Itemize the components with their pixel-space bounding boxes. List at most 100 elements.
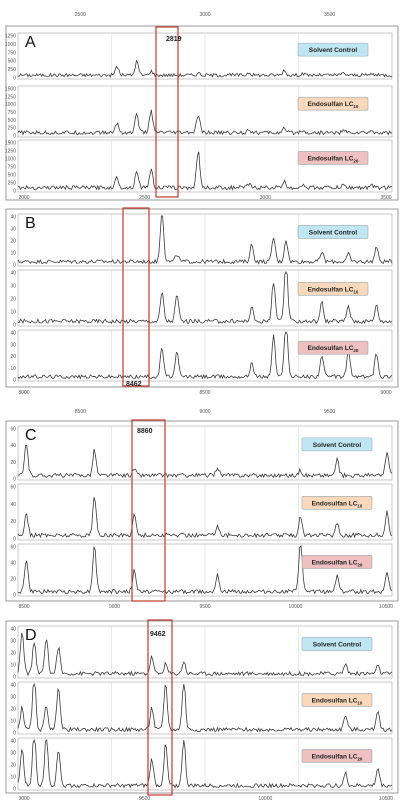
top-tick-label: 2500 — [75, 12, 86, 18]
highlight-peak-label: 8462 — [126, 381, 142, 388]
legend-swatch — [301, 496, 373, 510]
y-tick-label: 1250 — [5, 34, 16, 40]
legend-label: Solvent Control — [309, 47, 358, 54]
y-tick-label: 0 — [13, 378, 16, 384]
bottom-tick-label: 9000 — [380, 390, 391, 396]
subplot-2: 40 30 20 10 0 Endosulfan LC10 — [10, 681, 393, 737]
y-tick-label: 40 — [10, 561, 16, 567]
y-tick-label: 30 — [10, 751, 16, 757]
spectrum-trace-solvent-control — [17, 59, 393, 78]
panel-d: 40 30 20 10 0 Solvent Control 40 30 20 10 0 Endosul… — [5, 619, 399, 802]
bottom-tick-label: 9000 — [109, 604, 120, 610]
y-tick-label: 250 — [8, 67, 17, 73]
y-tick-label: 250 — [8, 181, 17, 187]
legend-subscript: 10 — [353, 104, 359, 109]
legend-swatch — [301, 437, 373, 452]
subplot-3: 60 40 20 0 Endosulfan LC20 — [10, 543, 393, 599]
spectrum-trace-endosulfan-lc20 — [17, 738, 393, 789]
bottom-tick-label: 2500 — [139, 195, 150, 201]
spectrum-trace-solvent-control — [17, 444, 393, 479]
legend-1: Solvent Control — [297, 225, 369, 239]
bottom-tick-label: 10500 — [379, 604, 393, 610]
y-tick-label: 500 — [8, 59, 17, 65]
legend-3: Endosulfan LC20 — [297, 340, 369, 355]
spectrum-trace-endosulfan-lc20 — [17, 545, 393, 595]
top-tick-label: 9500 — [324, 409, 335, 415]
y-tick-label: 750 — [8, 165, 17, 171]
spectrum-trace-endosulfan-lc10 — [17, 109, 393, 136]
bottom-tick-label: 2000 — [18, 195, 29, 201]
legend-3: Endosulfan LC20 — [297, 151, 369, 165]
legend-label: Endosulfan LC20 — [308, 155, 359, 163]
y-tick-label: 0 — [13, 675, 16, 681]
highlight-peak-label: 9462 — [150, 631, 166, 638]
spectrum-trace-endosulfan-lc20 — [17, 151, 393, 191]
legend-subscript: 10 — [357, 700, 363, 705]
legend-label: Endosulfan LC20 — [308, 345, 359, 353]
legend-label: Endosulfan LC10 — [308, 101, 359, 109]
legend-swatch — [297, 151, 369, 165]
y-tick-label: 0 — [13, 189, 16, 195]
bottom-tick-label: 10000 — [289, 604, 303, 610]
y-tick-label: 40 — [10, 215, 16, 221]
y-tick-label: 40 — [10, 683, 16, 689]
legend-swatch — [297, 225, 369, 239]
y-tick-label: 20 — [10, 519, 16, 525]
y-tick-label: 0 — [13, 593, 16, 599]
highlight-peak-label: 2819 — [166, 36, 182, 43]
legend-label: Endosulfan LC10 — [308, 286, 359, 294]
legend-1: Solvent Control — [297, 42, 369, 57]
panel-letter: C — [25, 427, 37, 444]
y-tick-label: 20 — [10, 297, 16, 303]
subplot-1: 1250 1000 750 500 250 0 Solvent Control — [5, 32, 393, 82]
legend-subscript: 10 — [357, 503, 363, 508]
y-tick-label: 30 — [10, 639, 16, 645]
legend-2: Endosulfan LC10 — [301, 496, 373, 510]
legend-subscript: 20 — [357, 756, 363, 761]
top-tick-label: 9000 — [199, 409, 210, 415]
y-tick-label: 20 — [10, 460, 16, 466]
legend-2: Endosulfan LC10 — [297, 96, 369, 111]
legend-subscript: 20 — [357, 562, 363, 567]
spectrum-trace-endosulfan-lc10 — [17, 497, 393, 539]
y-tick-label: 40 — [10, 502, 16, 508]
legend-3: Endosulfan LC20 — [301, 555, 373, 569]
bottom-tick-label: 10500 — [379, 796, 393, 802]
subplot-3: 40 30 20 10 0 Endosulfan LC20 — [10, 737, 393, 793]
legend-subscript: 20 — [353, 158, 359, 163]
y-tick-label: 1000 — [5, 157, 16, 163]
y-tick-label: 30 — [10, 284, 16, 290]
highlight-box — [122, 207, 150, 387]
panel-letter: D — [25, 627, 37, 644]
highlight-box — [131, 419, 166, 602]
y-tick-label: 40 — [10, 627, 16, 633]
top-tick-label: 8500 — [75, 409, 86, 415]
bottom-tick-label: 10000 — [258, 796, 272, 802]
legend-swatch — [297, 96, 369, 111]
panel-letter: A — [25, 34, 36, 51]
y-tick-label: 60 — [10, 545, 16, 551]
legend-label: Solvent Control — [309, 229, 358, 236]
y-tick-label: 10 — [10, 251, 16, 257]
spectrum-trace-endosulfan-lc20 — [17, 331, 393, 380]
legend-2: Endosulfan LC10 — [301, 693, 373, 707]
bottom-tick-label: 9500 — [139, 796, 150, 802]
bottom-tick-label: 8500 — [199, 390, 210, 396]
legend-label: Solvent Control — [313, 641, 362, 648]
subplot-2: 40 30 20 10 0 Endosulfan LC10 — [10, 269, 393, 329]
highlight-box — [147, 619, 173, 796]
legend-label: Endosulfan LC20 — [312, 753, 363, 761]
y-tick-label: 10 — [10, 366, 16, 372]
top-tick-label: 3500 — [324, 12, 335, 18]
y-tick-label: 1250 — [5, 149, 16, 155]
y-tick-label: 30 — [10, 695, 16, 701]
spectrum-trace-solvent-control — [17, 632, 393, 677]
panel-letter: B — [25, 215, 36, 232]
y-tick-label: 10 — [10, 775, 16, 781]
top-tick-label: 3000 — [199, 12, 210, 18]
panel-b: 40 30 20 10 0 Solvent Control 40 30 20 10 0 Endosul… — [5, 207, 399, 396]
y-tick-label: 1250 — [5, 94, 16, 100]
y-tick-label: 750 — [8, 50, 17, 56]
